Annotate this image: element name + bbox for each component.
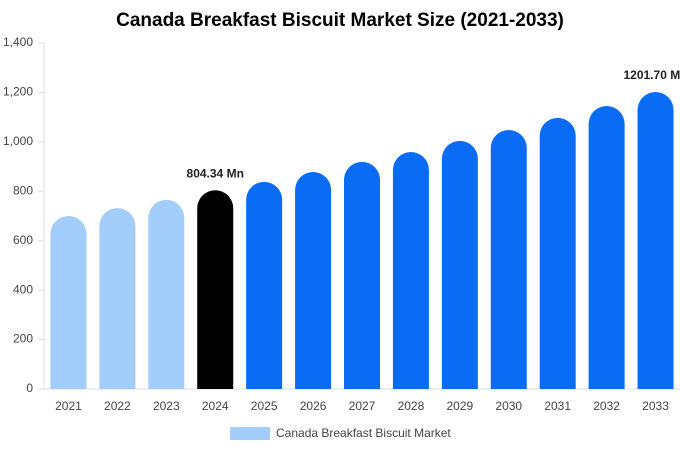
x-tick-label: 2031: [544, 399, 571, 413]
x-tick-label: 2030: [495, 399, 522, 413]
bar: [392, 151, 429, 389]
x-tick-label: 2026: [300, 399, 327, 413]
x-tick-label: 2023: [153, 399, 180, 413]
bar: [295, 172, 332, 389]
bar: [441, 140, 478, 389]
bar: [637, 92, 674, 390]
bar: [344, 161, 380, 389]
x-tick-label: 2032: [593, 399, 620, 413]
x-tick-label: 2025: [251, 399, 278, 413]
legend-label: Canada Breakfast Biscuit Market: [276, 426, 451, 440]
bar: [490, 129, 527, 389]
x-tick-label: 2021: [55, 399, 82, 413]
y-tick-label: 800: [13, 183, 33, 197]
bar: [99, 208, 136, 389]
chart-title: Canada Breakfast Biscuit Market Size (20…: [116, 10, 564, 31]
legend-swatch: [230, 427, 270, 440]
x-tick-label: 2033: [642, 399, 669, 413]
y-tick-label: 1,000: [3, 134, 33, 148]
x-tick-label: 2028: [398, 399, 425, 413]
y-tick-label: 1,400: [3, 35, 33, 49]
x-tick-label: 2029: [446, 399, 473, 413]
y-tick-label: 400: [13, 282, 33, 296]
value-label: 1201.70 Mn: [624, 68, 680, 82]
bar: [148, 199, 185, 389]
y-tick-label: 1,200: [3, 85, 33, 99]
x-tick-label: 2022: [104, 399, 131, 413]
value-label: 804.34 Mn: [187, 166, 244, 180]
bar: [588, 106, 625, 390]
y-tick-label: 200: [13, 332, 33, 346]
y-tick-label: 0: [26, 381, 33, 395]
bar: [539, 117, 576, 390]
bar: [50, 216, 87, 389]
bar: [246, 181, 283, 389]
y-tick-label: 600: [13, 233, 33, 247]
x-tick-label: 2027: [349, 399, 376, 413]
bar: [197, 190, 234, 389]
x-tick-label: 2024: [202, 399, 229, 413]
